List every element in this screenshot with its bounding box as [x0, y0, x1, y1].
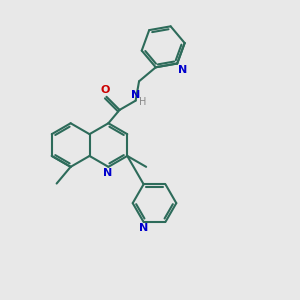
Text: N: N	[139, 223, 148, 233]
Text: N: N	[178, 64, 188, 74]
Text: H: H	[139, 97, 146, 106]
Text: N: N	[131, 90, 140, 100]
Text: O: O	[101, 85, 110, 95]
Text: N: N	[103, 168, 112, 178]
